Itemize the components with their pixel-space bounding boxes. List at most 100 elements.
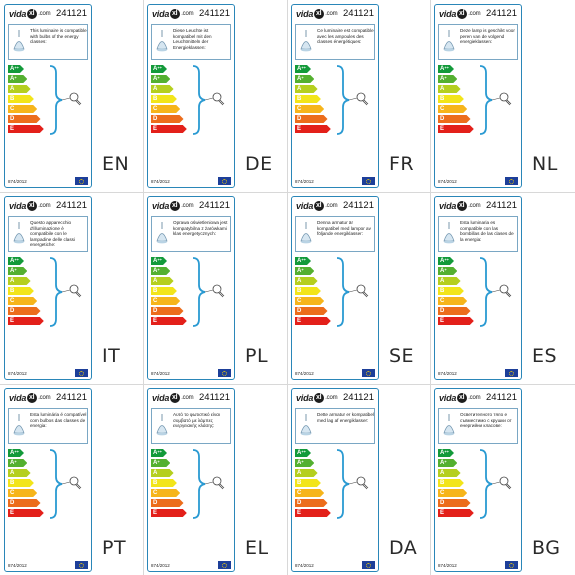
logo-text: vida <box>439 393 457 403</box>
energy-class-bar: A++ <box>295 257 311 265</box>
energy-class-letter: B <box>297 480 302 486</box>
energy-class-letter: E <box>297 318 302 324</box>
label-card: vida xl .com 241121 Deze lamp is geschikt vo… <box>434 4 522 188</box>
logo-mark: xl <box>313 201 324 211</box>
compatibility-box: Dette armatur er kompatibel med lag af e… <box>295 408 375 444</box>
energy-class-letter: C <box>153 298 158 304</box>
compatibility-text: Deze lamp is geschikt voor peren van de … <box>460 28 515 45</box>
brand-logo: vida xl .com <box>296 392 338 404</box>
energy-class-letter: D <box>440 500 445 506</box>
compatibility-text: Dette armatur er kompatibel med lag af e… <box>317 412 374 423</box>
compatibility-box: Осветителното тяло е съвместимо с крушки… <box>438 408 518 444</box>
language-code: PT <box>102 537 127 559</box>
compatibility-box: Denna armatur är kompatibel med lampor a… <box>295 216 375 252</box>
energy-class-bar: D <box>8 307 41 315</box>
energy-scale: A++ A+ A B C D E <box>295 257 375 327</box>
energy-class-letter: E <box>297 126 302 132</box>
energy-class-bar: E <box>295 317 331 325</box>
energy-class-letter: C <box>10 106 15 112</box>
energy-class-bar: D <box>438 499 471 507</box>
compatibility-text: Questo apparecchio d'illuminazione è com… <box>30 220 75 248</box>
regulation-number: 874/2012 <box>295 563 314 568</box>
energy-class-bar: B <box>438 479 464 487</box>
label-card: vida xl .com 241121 Esta luminária é compatí… <box>4 388 92 572</box>
language-code: BG <box>532 537 561 559</box>
energy-class-plus: ++ <box>444 257 450 262</box>
energy-class-bar: A++ <box>151 65 167 73</box>
model-number: 241121 <box>343 392 374 403</box>
bulb-icon <box>48 257 88 327</box>
energy-class-letter: E <box>10 318 15 324</box>
energy-scale: A++ A+ A B C D E <box>8 65 88 135</box>
energy-class-letter: D <box>297 308 302 314</box>
energy-class-letter: A <box>440 76 445 82</box>
energy-class-plus: + <box>14 75 17 80</box>
energy-class-letter: A <box>153 470 158 476</box>
energy-class-letter: A <box>297 268 302 274</box>
energy-class-plus: ++ <box>301 257 307 262</box>
model-number: 241121 <box>199 392 230 403</box>
energy-class-bar: A+ <box>295 267 314 275</box>
energy-class-letter: C <box>297 490 302 496</box>
energy-class-letter: B <box>10 288 15 294</box>
logo-suffix: .com <box>181 395 194 401</box>
energy-class-letter: A <box>10 470 15 476</box>
energy-class-letter: A <box>10 66 15 72</box>
energy-class-letter: B <box>297 96 302 102</box>
energy-class-letter: E <box>10 126 15 132</box>
energy-class-letter: A <box>297 66 302 72</box>
brand-logo: vida xl .com <box>439 8 481 20</box>
energy-scale: A++ A+ A B C D E <box>438 257 518 327</box>
energy-label-en: vida xl .com 241121 This luminaire is compat… <box>0 1 142 191</box>
energy-class-letter: D <box>10 308 15 314</box>
logo-text: vida <box>296 9 314 19</box>
energy-class-bar: A+ <box>438 267 457 275</box>
energy-class-letter: A <box>153 460 158 466</box>
energy-label-bg: vida xl .com 241121 Осветителното тяло е съв… <box>430 385 572 575</box>
energy-class-bar: E <box>295 509 331 517</box>
energy-class-bar: C <box>438 489 467 497</box>
energy-class-bar: A <box>8 85 31 93</box>
energy-class-letter: A <box>297 76 302 82</box>
energy-scale: A++ A+ A B C D E <box>151 65 231 135</box>
energy-class-plus: + <box>14 459 17 464</box>
logo-mark: xl <box>313 9 324 19</box>
logo-mark: xl <box>456 201 467 211</box>
energy-class-letter: D <box>297 500 302 506</box>
logo-text: vida <box>9 9 27 19</box>
energy-class-bar: A+ <box>8 75 27 83</box>
energy-class-plus: ++ <box>157 65 163 70</box>
brand-logo: vida xl .com <box>9 200 51 212</box>
logo-text: vida <box>439 9 457 19</box>
energy-class-plus: ++ <box>301 449 307 454</box>
energy-class-bar: B <box>8 479 34 487</box>
chandelier-icon <box>155 30 169 56</box>
energy-class-bar: E <box>438 317 474 325</box>
energy-class-plus: + <box>301 267 304 272</box>
logo-suffix: .com <box>38 11 51 17</box>
energy-class-letter: C <box>153 106 158 112</box>
model-number: 241121 <box>199 8 230 19</box>
energy-class-plus: + <box>157 459 160 464</box>
language-code: NL <box>532 153 558 175</box>
energy-class-letter: E <box>297 510 302 516</box>
energy-class-bar: E <box>151 125 187 133</box>
compatibility-box: This luminaire is compatible with bulbs … <box>8 24 88 60</box>
energy-class-bar: E <box>8 125 44 133</box>
energy-class-bar: D <box>8 499 41 507</box>
chandelier-icon <box>442 222 456 248</box>
energy-class-bar: A+ <box>8 267 27 275</box>
brand-logo: vida xl .com <box>296 8 338 20</box>
energy-class-letter: A <box>10 86 15 92</box>
energy-class-plus: + <box>301 75 304 80</box>
energy-class-bar: C <box>151 105 180 113</box>
energy-class-plus: ++ <box>157 449 163 454</box>
energy-class-bar: A <box>295 277 318 285</box>
energy-class-plus: + <box>444 75 447 80</box>
regulation-number: 874/2012 <box>151 563 170 568</box>
energy-class-plus: + <box>157 267 160 272</box>
energy-class-bar: A+ <box>438 459 457 467</box>
energy-class-letter: A <box>153 450 158 456</box>
label-card: vida xl .com 241121 Αυτό το φωτιστικό είναι … <box>147 388 235 572</box>
compatibility-box: Diese Leuchte ist kompatibel mit den Leu… <box>151 24 231 60</box>
